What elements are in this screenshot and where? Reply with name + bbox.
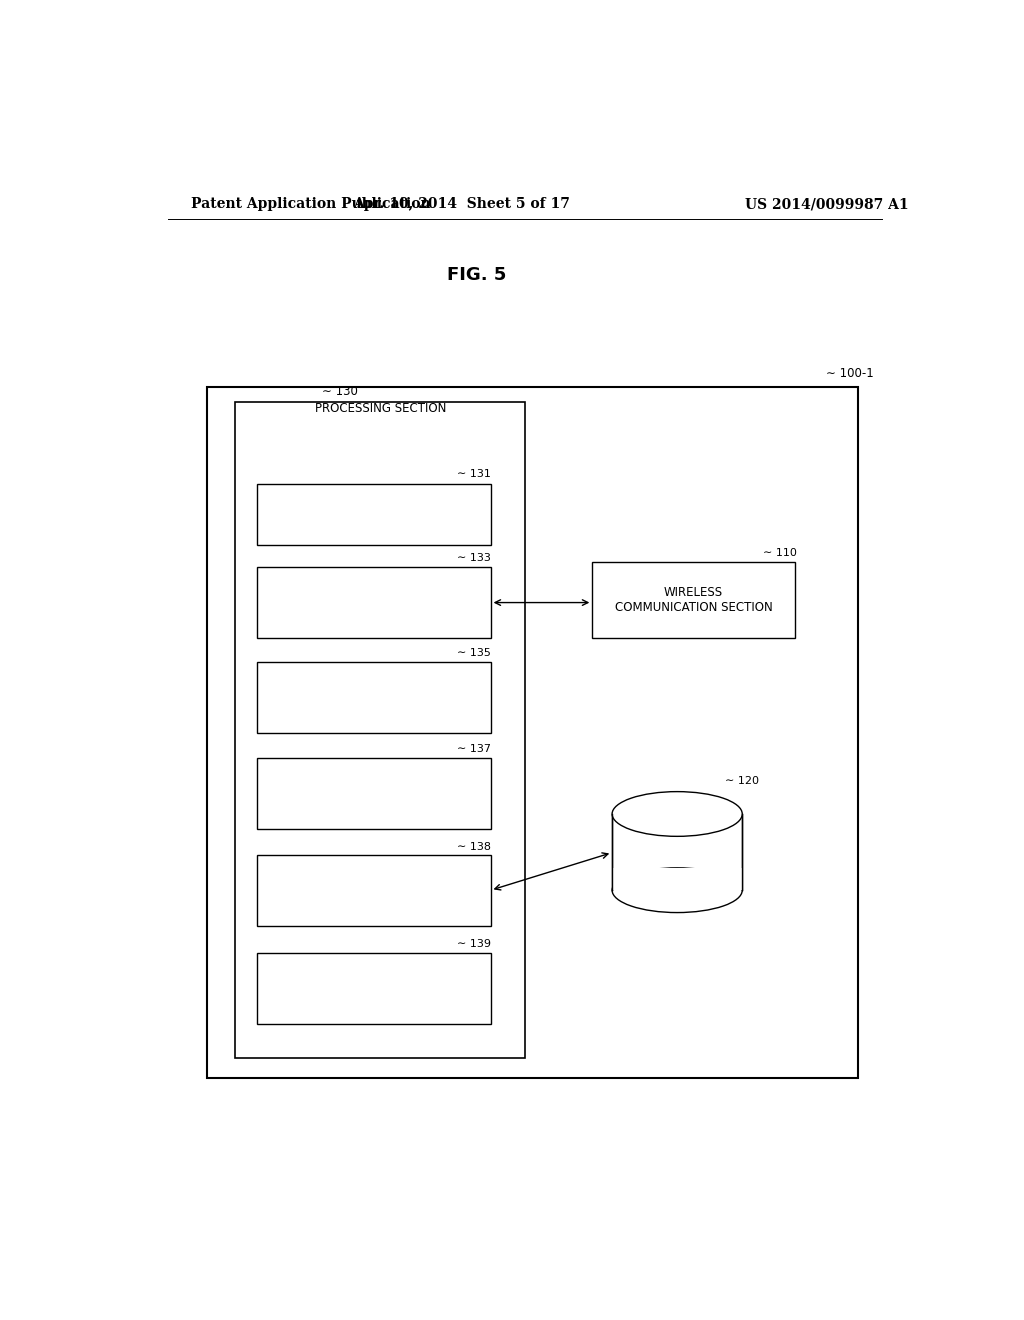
Text: CHANGE CONTROL
SECTION: CHANGE CONTROL SECTION <box>317 974 429 1003</box>
Bar <box>257 953 490 1024</box>
Text: ∼ 133: ∼ 133 <box>458 553 492 562</box>
Text: ∼ 138: ∼ 138 <box>458 842 492 851</box>
Text: Patent Application Publication: Patent Application Publication <box>191 197 431 211</box>
Text: ∼ 137: ∼ 137 <box>458 744 492 754</box>
Text: WIRELESS
COMMUNICATION SECTION: WIRELESS COMMUNICATION SECTION <box>614 586 772 614</box>
Bar <box>207 387 858 1078</box>
Text: INFORMATION
ACQUISITION SECTION: INFORMATION ACQUISITION SECTION <box>307 589 439 616</box>
Bar <box>236 403 524 1057</box>
Text: ∼ 130: ∼ 130 <box>323 385 358 399</box>
Text: ∼ 131: ∼ 131 <box>458 469 492 479</box>
Ellipse shape <box>612 867 742 912</box>
Bar <box>612 867 742 890</box>
Bar <box>612 814 742 890</box>
Text: APPLICATION SECTION: APPLICATION SECTION <box>308 508 439 520</box>
Text: ∼ 139: ∼ 139 <box>458 939 492 949</box>
Text: Apr. 10, 2014  Sheet 5 of 17: Apr. 10, 2014 Sheet 5 of 17 <box>353 197 569 211</box>
Ellipse shape <box>612 792 742 837</box>
Text: ∼ 135: ∼ 135 <box>458 648 492 659</box>
Bar <box>257 568 490 638</box>
Text: ∼ 100-1: ∼ 100-1 <box>826 367 874 380</box>
Bar <box>592 562 795 638</box>
Text: FIG. 5: FIG. 5 <box>447 267 507 284</box>
Bar <box>257 758 490 829</box>
Bar <box>257 483 490 545</box>
Text: PROCESSING SECTION: PROCESSING SECTION <box>314 401 446 414</box>
Bar <box>257 854 490 925</box>
Bar <box>257 661 490 733</box>
Text: CHANGE JUDGMENT
SECTION: CHANGE JUDGMENT SECTION <box>314 876 432 904</box>
Text: DEVICE NUMBER
CALCULATION SECTION: DEVICE NUMBER CALCULATION SECTION <box>305 780 442 808</box>
Text: US 2014/0099987 A1: US 2014/0099987 A1 <box>744 197 908 211</box>
Text: INFORMATION SUPPLY
SECTION: INFORMATION SUPPLY SECTION <box>309 682 437 711</box>
Text: ∼ 110: ∼ 110 <box>763 548 797 558</box>
Text: STORAGE SECTION: STORAGE SECTION <box>622 846 733 858</box>
Text: ∼ 120: ∼ 120 <box>725 776 759 785</box>
